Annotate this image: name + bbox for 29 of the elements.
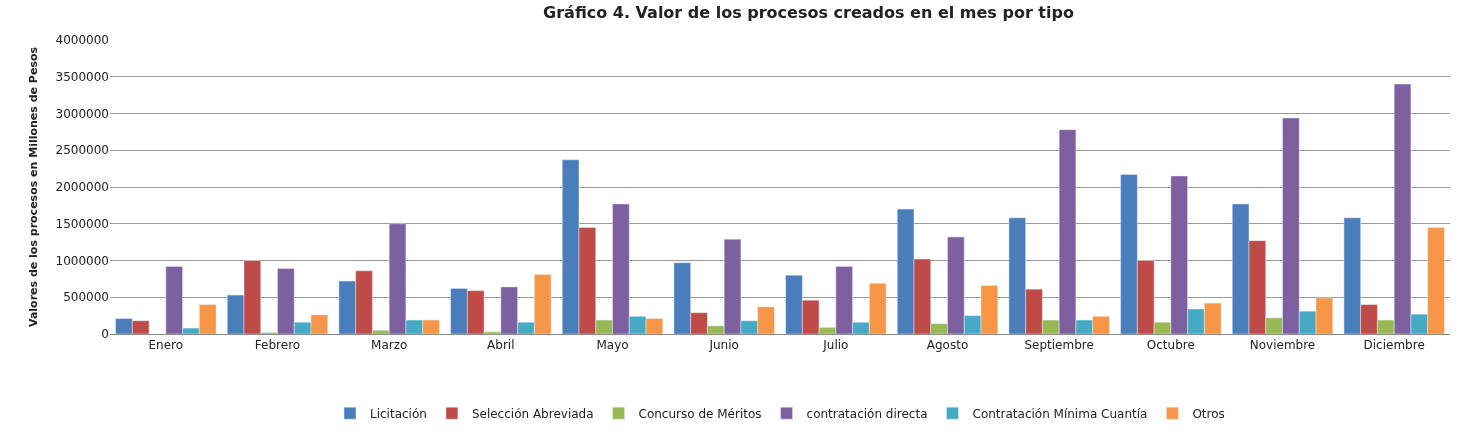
- legend-label: Otros: [1192, 406, 1225, 421]
- y-tick-label: 1000000: [55, 253, 109, 268]
- legend-label: contratación directa: [806, 406, 928, 421]
- x-tick-label: Noviembre: [1249, 338, 1316, 353]
- y-tick-label: 3000000: [55, 106, 109, 121]
- x-tick-label: Octubre: [1146, 338, 1195, 353]
- x-tick-label: Junio: [708, 338, 739, 353]
- x-tick-label: Abril: [487, 338, 515, 353]
- legend-label: Contratación Mínima Cuantía: [972, 406, 1148, 421]
- y-tick-label: 4000000: [55, 33, 109, 48]
- legend-label: Concurso de Méritos: [638, 406, 762, 421]
- y-tick-label: 2000000: [55, 180, 109, 195]
- legend-label: Selección Abreviada: [471, 406, 594, 421]
- legend-label: Licitación: [370, 406, 427, 421]
- y-axis-title: Valores de los procesos en Millones de Pesos: [27, 46, 41, 328]
- x-tick-label: Enero: [148, 338, 184, 353]
- x-tick-label: Marzo: [371, 338, 408, 353]
- y-tick-label: 3500000: [55, 69, 109, 84]
- y-tick-label: 1500000: [55, 216, 109, 231]
- x-tick-label: Agosto: [926, 338, 969, 353]
- chart-title: Gráfico 4. Valor de los procesos creados en el mes por tipo: [543, 2, 1074, 22]
- x-tick-label: Febrero: [254, 338, 301, 353]
- y-tick-label: 500000: [63, 290, 109, 305]
- x-tick-label: Julio: [822, 338, 849, 353]
- x-tick-label: Septiembre: [1024, 338, 1094, 353]
- y-tick-label: 0: [101, 327, 109, 342]
- x-tick-label: Mayo: [596, 338, 629, 353]
- x-tick-label: Diciembre: [1363, 338, 1425, 353]
- y-tick-label: 2500000: [55, 143, 109, 158]
